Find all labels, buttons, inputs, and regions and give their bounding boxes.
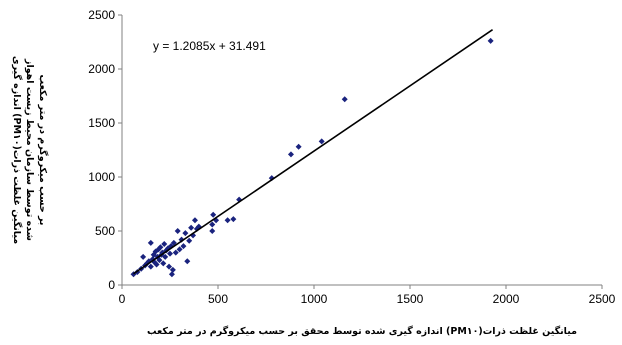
data-point xyxy=(167,250,173,257)
trendline-equation: y = 1.2085x + 31.491 xyxy=(153,39,266,53)
data-point xyxy=(157,244,164,251)
data-point xyxy=(160,260,167,267)
data-point xyxy=(191,217,198,224)
y-tick-label: 500 xyxy=(95,224,115,238)
data-point xyxy=(209,221,216,228)
data-point xyxy=(147,239,154,246)
data-point xyxy=(188,224,195,231)
data-point xyxy=(230,216,237,223)
y-tick-label: 0 xyxy=(108,278,115,292)
trendline xyxy=(133,29,494,275)
data-point xyxy=(161,240,168,247)
x-tick-label: 500 xyxy=(208,292,228,306)
x-tick-label: 0 xyxy=(119,292,126,306)
data-point xyxy=(140,253,147,260)
data-point xyxy=(184,258,191,265)
data-point xyxy=(487,37,494,44)
data-point xyxy=(174,228,181,234)
y-tick-label: 1000 xyxy=(88,170,115,184)
x-tick-label: 1500 xyxy=(397,292,424,306)
data-point xyxy=(172,249,179,256)
data-point xyxy=(180,243,187,250)
axes xyxy=(121,15,602,286)
y-tick-label: 2000 xyxy=(88,62,115,76)
data-point xyxy=(178,236,185,243)
x-tick-label: 2000 xyxy=(493,292,520,306)
data-point xyxy=(156,257,163,264)
data-point xyxy=(210,211,217,218)
data-point xyxy=(153,261,160,268)
data-points xyxy=(130,37,494,278)
data-point xyxy=(318,138,325,145)
data-point xyxy=(287,151,294,158)
data-point xyxy=(168,271,175,278)
x-tick-label: 2500 xyxy=(589,292,616,306)
data-point xyxy=(186,237,193,244)
data-point xyxy=(162,253,169,260)
x-tick-label: 1000 xyxy=(301,292,328,306)
data-point xyxy=(209,228,216,234)
data-point xyxy=(176,246,183,253)
ticks: 0 500 1000 1500 2000 2500 0 500 1000 1500 2000 2500 xyxy=(88,8,615,306)
y-axis-title: میانگین غلظت ذرات(PM۱۰) اندازه گیری شده … xyxy=(11,56,49,244)
data-point xyxy=(295,143,302,150)
y-tick-label: 2500 xyxy=(88,8,115,22)
data-point xyxy=(224,217,231,224)
y-tick-label: 1500 xyxy=(88,116,115,130)
data-point xyxy=(169,266,176,273)
data-point xyxy=(147,263,154,270)
data-point xyxy=(341,96,348,103)
data-point xyxy=(166,263,173,270)
y-axis-title-line-3: بر حسب میکروگرم در متر مکعب xyxy=(37,75,49,226)
y-axis-title-line-2: شده توسط سازمان محیط زیست اهواز xyxy=(24,58,35,241)
data-point xyxy=(182,230,189,237)
x-axis-title: میانگین غلظت ذرات(PM۱۰) اندازه گیری شده … xyxy=(147,325,577,337)
y-axis-title-line-1: میانگین غلظت ذرات(PM۱۰) اندازه گیری xyxy=(11,56,23,244)
